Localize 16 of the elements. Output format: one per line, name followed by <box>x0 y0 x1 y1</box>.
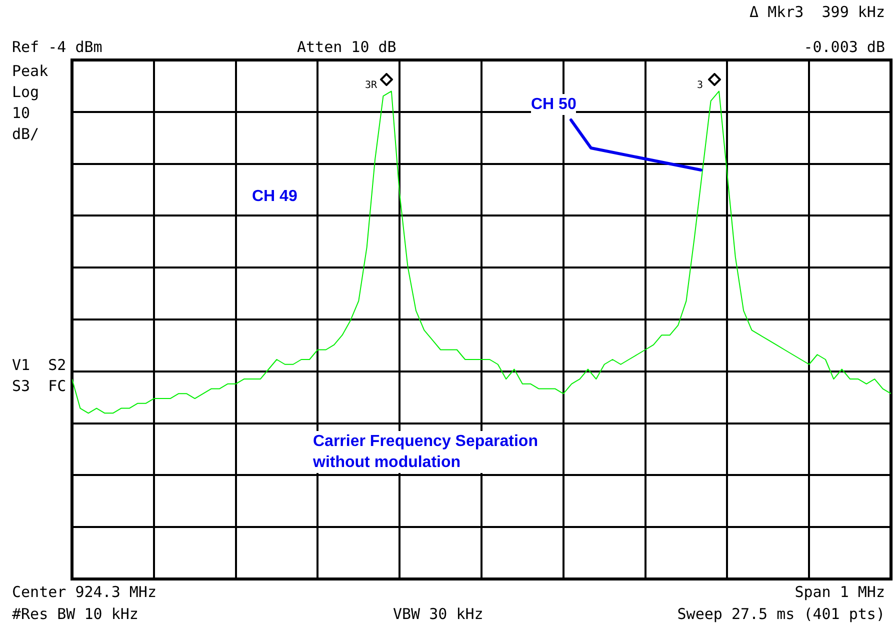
text: V1 S2 S3 FC <box>12 355 66 397</box>
text: Sweep 27.5 ms (401 pts) <box>677 604 885 625</box>
text: Span 1 MHz <box>794 582 885 603</box>
annotation: CH 49 <box>252 186 298 207</box>
text: Center 924.3 MHz <box>12 582 156 603</box>
text: Atten 10 dB <box>297 37 396 58</box>
text: #Res BW 10 kHz <box>12 604 138 625</box>
text: Ref -4 dBm <box>12 37 102 58</box>
text: VBW 30 kHz <box>393 604 484 625</box>
annotation: Carrier Frequency Separation without modulation <box>313 431 538 473</box>
text: Peak Log 10 dB/ <box>12 61 48 145</box>
text: 3 <box>697 80 704 91</box>
text: 3R <box>365 80 378 91</box>
text: Δ Mkr3 399 kHz <box>750 2 885 23</box>
annotation: CH 50 <box>531 94 576 115</box>
text: -0.003 dB <box>804 37 885 58</box>
